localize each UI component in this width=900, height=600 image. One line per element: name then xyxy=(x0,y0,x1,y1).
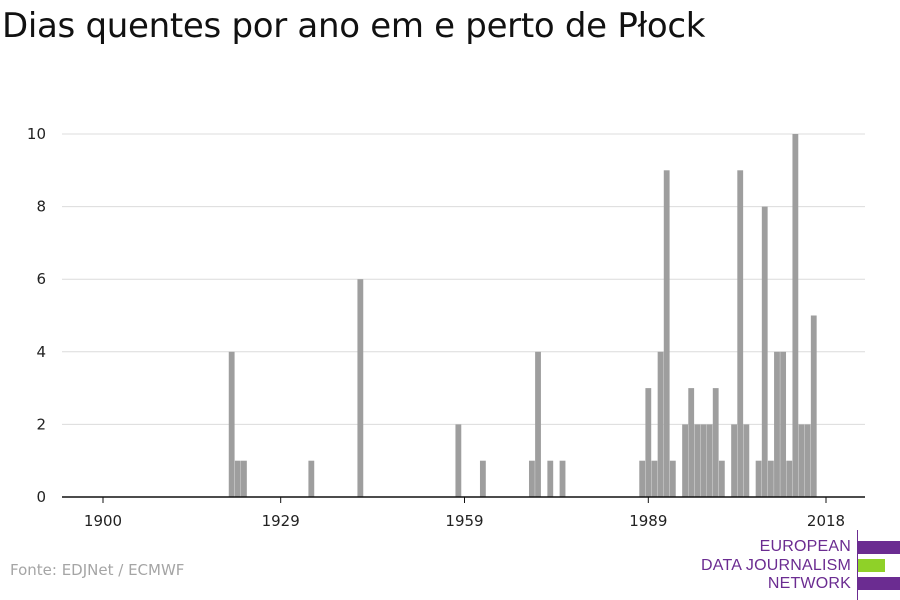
bar-1988 xyxy=(639,460,646,497)
x-tick-label: 1989 xyxy=(629,512,667,530)
bar-1989 xyxy=(645,388,652,497)
bar-1992 xyxy=(663,170,670,498)
bar-2016 xyxy=(810,315,817,497)
logo-text: EUROPEAN DATA JOURNALISM NETWORK xyxy=(701,538,851,594)
x-tick-label: 1959 xyxy=(445,512,483,530)
y-axis: 0 2 4 6 8 10 xyxy=(27,125,46,506)
bar-2012 xyxy=(786,460,793,497)
bar-1922 xyxy=(234,460,241,497)
bar-1958 xyxy=(455,424,462,497)
bar-1962 xyxy=(479,460,486,497)
bar-1975 xyxy=(559,460,566,497)
chart-title: Dias quentes por ano em e perto de Płock xyxy=(2,6,706,46)
logo-bar-middle xyxy=(858,559,885,572)
y-tick-label: 10 xyxy=(27,125,46,143)
bar-chart: 0 2 4 6 8 10 1900 1929 1959 1989 2018 xyxy=(27,125,865,530)
bar-1970 xyxy=(528,460,535,497)
logo-line-1: EUROPEAN xyxy=(759,538,851,555)
bar-1998 xyxy=(700,424,707,497)
bar-2004 xyxy=(737,170,744,498)
logo-line-2: DATA JOURNALISM xyxy=(701,556,851,574)
source-note: Fonte: EDJNet / ECMWF xyxy=(10,561,185,579)
y-tick-label: 8 xyxy=(36,198,46,216)
bar-1990 xyxy=(651,460,658,497)
bar-2011 xyxy=(780,351,787,497)
bar-2010 xyxy=(774,351,780,497)
y-tick-label: 0 xyxy=(36,488,46,506)
bar-1921 xyxy=(228,351,235,497)
bar-1973 xyxy=(547,460,554,497)
bar-2001 xyxy=(718,460,725,497)
y-tick-label: 2 xyxy=(36,415,46,433)
gridlines xyxy=(62,133,865,425)
bar-1923 xyxy=(241,460,247,497)
bar-1971 xyxy=(535,351,541,497)
x-axis: 1900 1929 1959 1989 2018 xyxy=(62,496,865,530)
bar-1995 xyxy=(682,424,688,497)
bar-2015 xyxy=(804,424,811,497)
y-tick-label: 4 xyxy=(36,343,46,361)
bar-2005 xyxy=(743,424,750,497)
bar-1934 xyxy=(308,460,315,497)
logo-line-3: NETWORK xyxy=(767,575,851,592)
bar-2003 xyxy=(731,424,737,497)
y-tick-label: 6 xyxy=(36,270,46,288)
bar-1997 xyxy=(694,424,701,497)
bars xyxy=(228,134,817,498)
bar-2007 xyxy=(755,460,762,497)
x-tick-label: 1900 xyxy=(84,512,122,530)
bar-1996 xyxy=(688,388,695,497)
logo-bar-bottom xyxy=(858,577,900,590)
x-tick-label: 2018 xyxy=(807,512,845,530)
bar-2000 xyxy=(712,388,719,497)
edjnet-logo: EUROPEAN DATA JOURNALISM NETWORK xyxy=(700,530,900,600)
logo-bar-top xyxy=(858,541,900,554)
bar-2014 xyxy=(798,424,805,497)
bar-2009 xyxy=(767,460,774,497)
x-tick-label: 1929 xyxy=(262,512,300,530)
bar-2008 xyxy=(761,206,768,497)
bar-1942 xyxy=(357,279,364,497)
bar-1991 xyxy=(657,351,664,497)
logo-divider xyxy=(857,530,858,600)
bar-2013 xyxy=(792,134,799,497)
bar-1993 xyxy=(669,460,676,497)
bar-1999 xyxy=(706,424,713,497)
